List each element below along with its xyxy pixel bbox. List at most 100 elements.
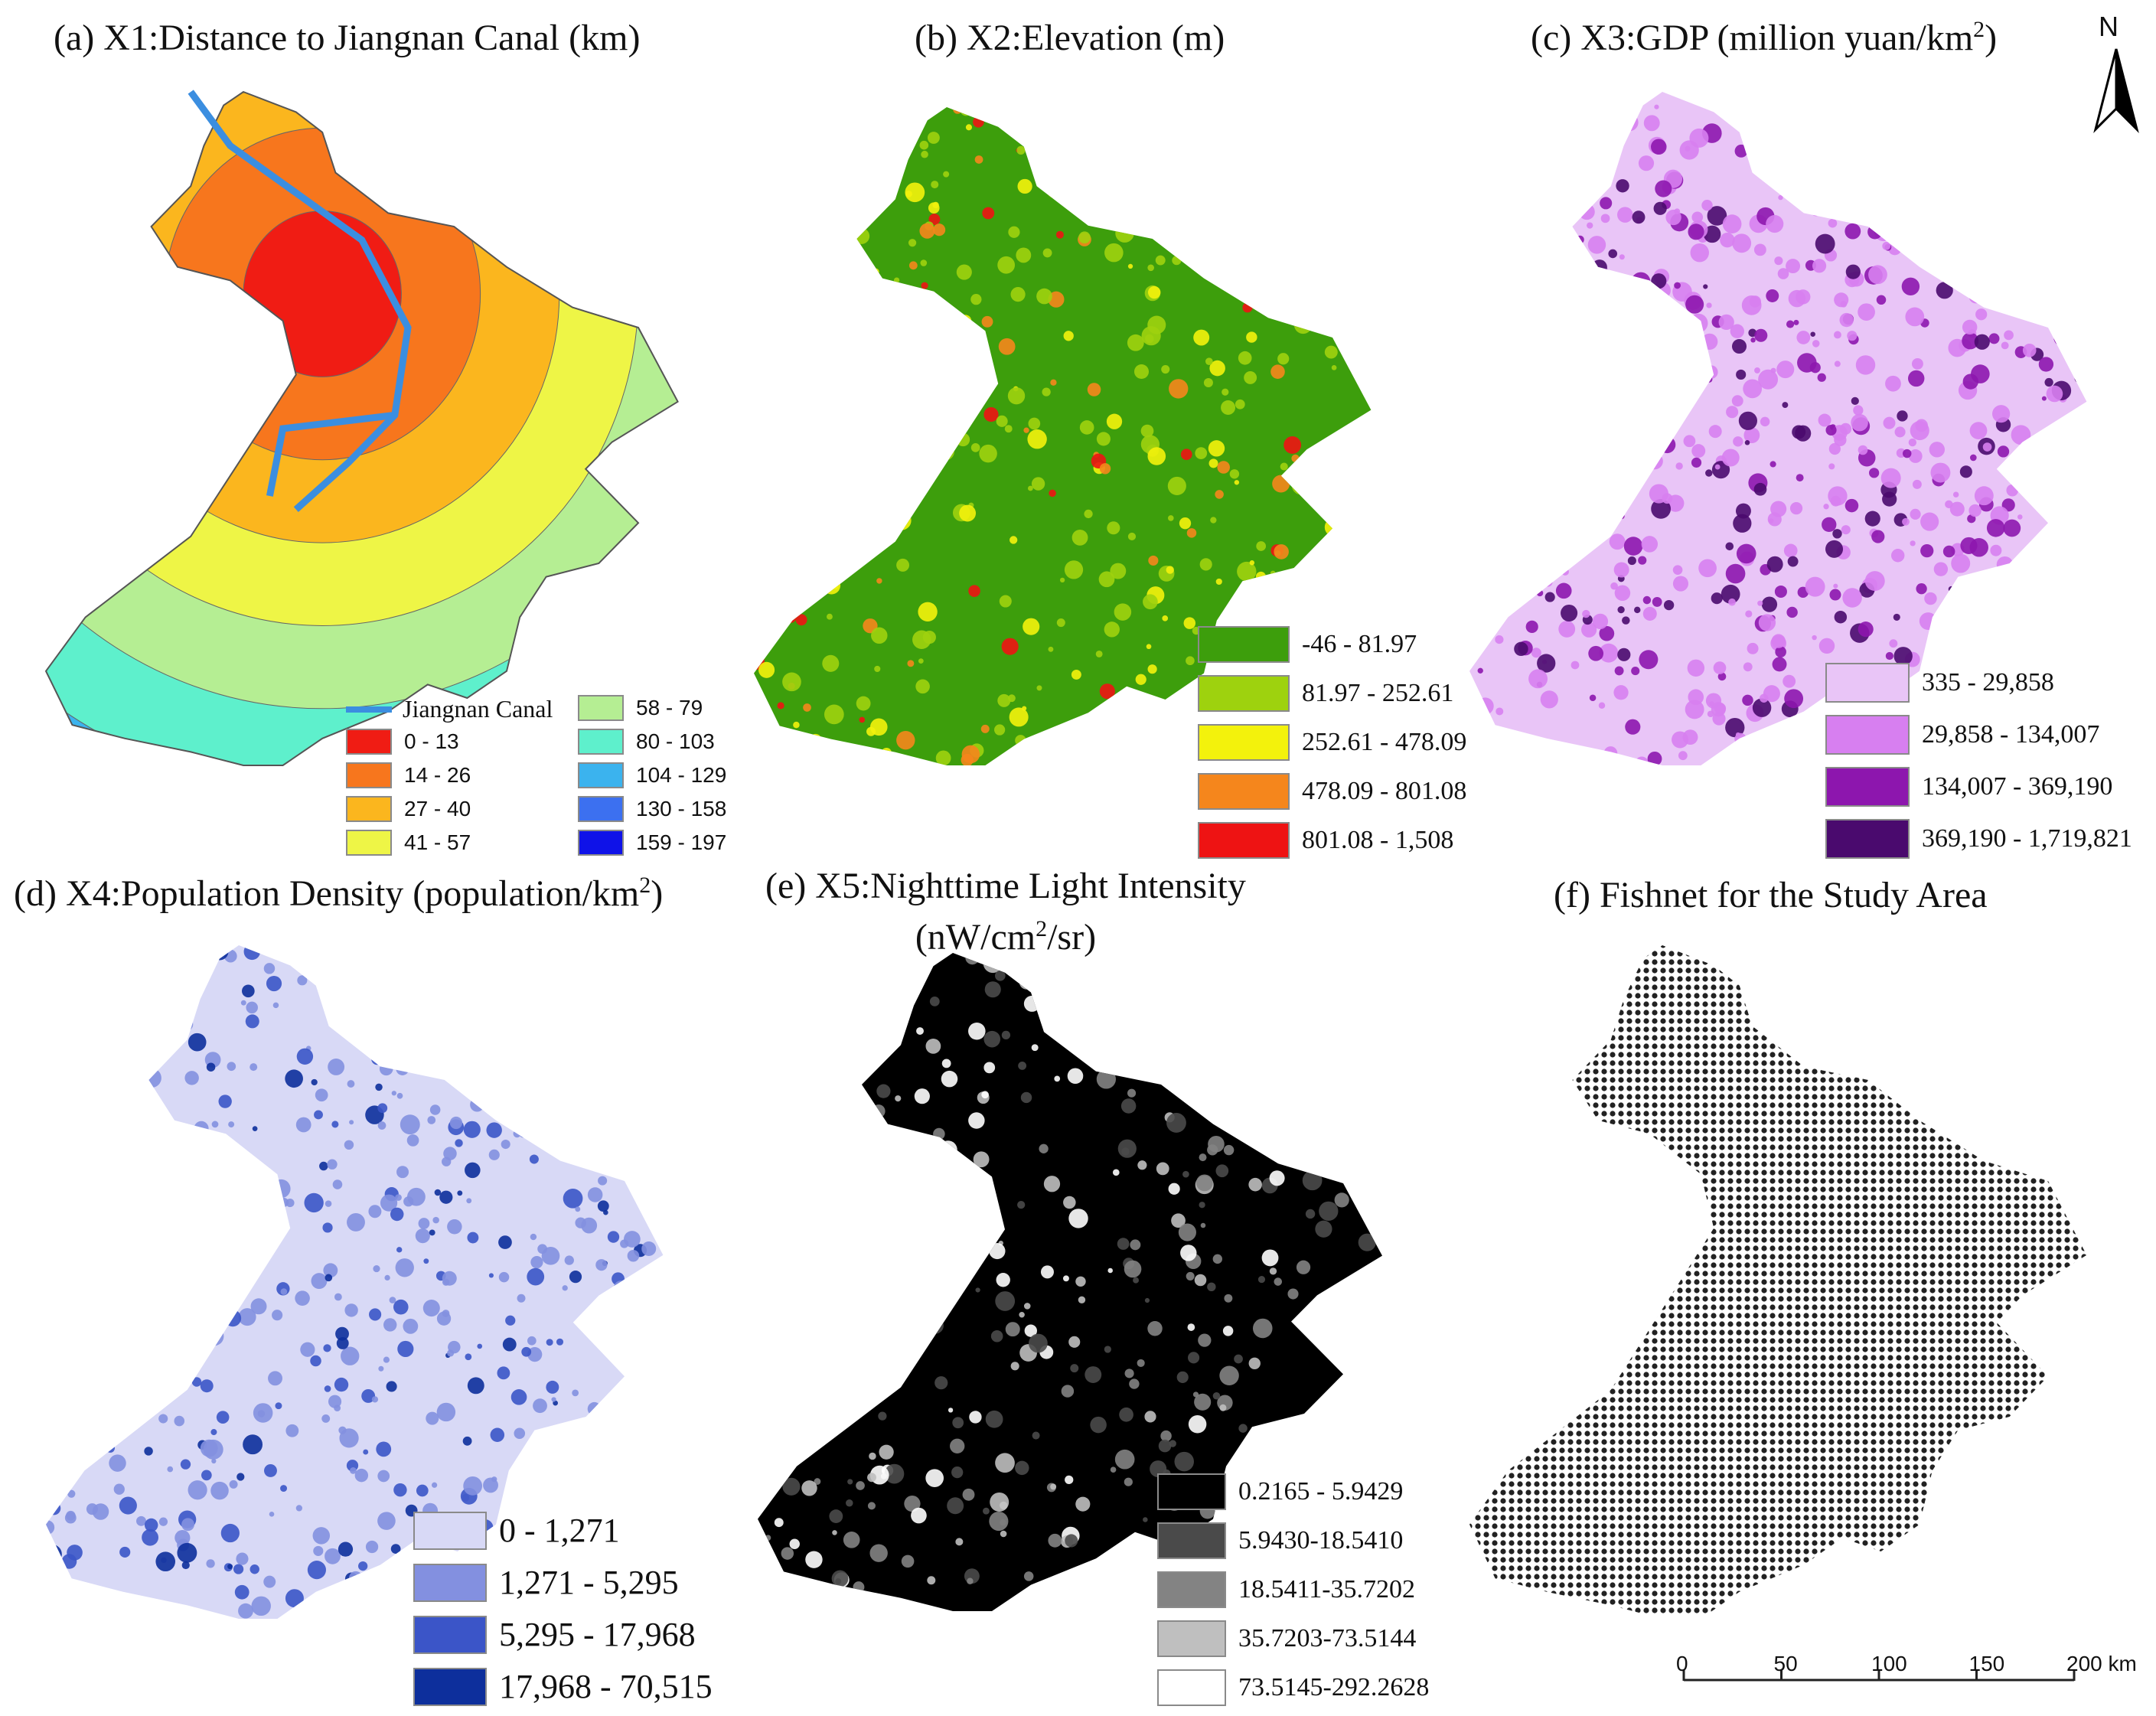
legend-swatch	[413, 1511, 487, 1550]
scale-tick-label: 200 km	[2066, 1652, 2137, 1675]
legend-c-item: 134,007 - 369,190	[1825, 767, 2112, 807]
panel-d-title-sup: 2	[639, 873, 651, 898]
legend-swatch	[1825, 819, 1910, 859]
panel-a-title: (a) X1:Distance to Jiangnan Canal (km)	[54, 18, 641, 58]
panel-c-title-main: (c) X3:GDP (million yuan/km	[1531, 18, 1974, 58]
legend-swatch	[413, 1563, 487, 1602]
panel-d-title-end: )	[651, 873, 664, 914]
legend-label: 134,007 - 369,190	[1922, 772, 2113, 801]
legend-swatch	[1198, 675, 1290, 712]
panel-d-title: (d) X4:Population Density (population/km…	[14, 873, 663, 915]
panel-e-title-line2: (nW/cm2/sr)	[765, 908, 1246, 959]
legend-c-item: 369,190 - 1,719,821	[1825, 819, 2132, 859]
legend-swatch	[578, 729, 624, 755]
north-arrow-icon	[2093, 48, 2139, 133]
legend-a-canal-label: Jiangnan Canal	[403, 695, 553, 723]
panel-c-title-sup: 2	[1973, 17, 1985, 42]
scale-tick-label: 150	[1968, 1652, 2005, 1675]
legend-a-item: 27 - 40	[346, 796, 471, 822]
legend-label: 0.2165 - 5.9429	[1238, 1477, 1404, 1506]
legend-a-item: 80 - 103	[578, 729, 715, 755]
legend-swatch	[1825, 767, 1910, 807]
legend-swatch	[346, 729, 392, 755]
panel-e-title-line2-end: /sr)	[1047, 917, 1097, 958]
legend-swatch	[1157, 1522, 1226, 1559]
scale-tick-label: 50	[1773, 1652, 1798, 1675]
legend-label: 29,858 - 134,007	[1922, 720, 2100, 749]
legend-label: 159 - 197	[636, 830, 727, 854]
legend-swatch	[1825, 715, 1910, 755]
legend-b-item: 801.08 - 1,508	[1198, 822, 1453, 859]
panel-b-title: (b) X2:Elevation (m)	[915, 18, 1225, 58]
legend-e-item: 18.5411-35.7202	[1157, 1571, 1415, 1608]
legend-a-item: 130 - 158	[578, 796, 726, 822]
canal-line	[188, 90, 412, 512]
legend-swatch	[1198, 626, 1290, 663]
panel-e-title: (e) X5:Nighttime Light Intensity (nW/cm2…	[765, 865, 1246, 959]
legend-label: 478.09 - 801.08	[1302, 777, 1467, 805]
legend-e-item: 73.5145-292.2628	[1157, 1669, 1429, 1706]
canal-line-icon	[346, 706, 392, 713]
legend-label: -46 - 81.97	[1302, 630, 1417, 658]
map-b	[754, 107, 1372, 765]
legend-label: 104 - 129	[636, 763, 727, 787]
legend-label: 801.08 - 1,508	[1302, 826, 1454, 854]
legend-swatch	[346, 796, 392, 822]
legend-swatch	[346, 830, 392, 856]
legend-swatch	[1157, 1571, 1226, 1608]
map-a	[44, 90, 679, 766]
legend-swatch	[1198, 773, 1290, 810]
legend-label: 0 - 1,271	[499, 1512, 620, 1549]
legend-a-item: 0 - 13	[346, 729, 459, 755]
legend-label: 18.5411-35.7202	[1238, 1575, 1416, 1603]
panel-e-title-line2-sup: 2	[1036, 916, 1048, 941]
legend-e-item: 5.9430-18.5410	[1157, 1522, 1403, 1559]
legend-swatch	[1157, 1620, 1226, 1657]
legend-label: 41 - 57	[404, 830, 471, 854]
legend-a-item: 104 - 129	[578, 762, 726, 788]
legend-swatch	[578, 796, 624, 822]
legend-a-item: 159 - 197	[578, 830, 726, 856]
legend-c-item: 29,858 - 134,007	[1825, 715, 2099, 755]
scale-bar	[1682, 1670, 2076, 1682]
legend-b-item: 478.09 - 801.08	[1198, 773, 1466, 810]
legend-swatch	[1157, 1669, 1226, 1706]
legend-label: 252.61 - 478.09	[1302, 728, 1467, 756]
legend-label: 335 - 29,858	[1922, 668, 2054, 697]
legend-label: 130 - 158	[636, 797, 727, 820]
legend-d-item: 5,295 - 17,968	[413, 1615, 696, 1654]
legend-label: 17,968 - 70,515	[499, 1668, 713, 1705]
panel-c-title-end: )	[1985, 18, 1998, 58]
legend-label: 27 - 40	[404, 797, 471, 820]
legend-swatch	[413, 1667, 487, 1706]
legend-swatch	[346, 762, 392, 788]
legend-label: 73.5145-292.2628	[1238, 1673, 1430, 1701]
legend-c-item: 335 - 29,858	[1825, 663, 2054, 703]
legend-swatch	[1198, 724, 1290, 761]
legend-label: 0 - 13	[404, 729, 459, 753]
legend-label: 5.9430-18.5410	[1238, 1526, 1404, 1555]
scale-tick-label: 100	[1871, 1652, 1907, 1675]
legend-swatch	[578, 695, 624, 721]
legend-swatch	[1198, 822, 1290, 859]
legend-swatch	[1157, 1473, 1226, 1510]
legend-label: 1,271 - 5,295	[499, 1564, 679, 1601]
legend-b-item: 252.61 - 478.09	[1198, 724, 1466, 761]
legend-d-item: 17,968 - 70,515	[413, 1667, 713, 1706]
legend-swatch	[578, 762, 624, 788]
legend-d-item: 0 - 1,271	[413, 1511, 620, 1550]
legend-label: 14 - 26	[404, 763, 471, 787]
legend-e-item: 35.7203-73.5144	[1157, 1620, 1416, 1657]
legend-label: 81.97 - 252.61	[1302, 679, 1454, 707]
legend-a-canal: Jiangnan Canal	[346, 695, 553, 723]
legend-a-item: 14 - 26	[346, 762, 471, 788]
panel-d-title-main: (d) X4:Population Density (population/km	[14, 873, 640, 914]
legend-swatch	[578, 830, 624, 856]
north-arrow-label: N	[2099, 11, 2118, 42]
panel-e-title-line2-main: (nW/cm	[915, 917, 1036, 958]
scale-tick-label: 0	[1676, 1652, 1688, 1675]
panel-c-title: (c) X3:GDP (million yuan/km2)	[1531, 17, 1997, 59]
legend-d-item: 1,271 - 5,295	[413, 1563, 679, 1602]
